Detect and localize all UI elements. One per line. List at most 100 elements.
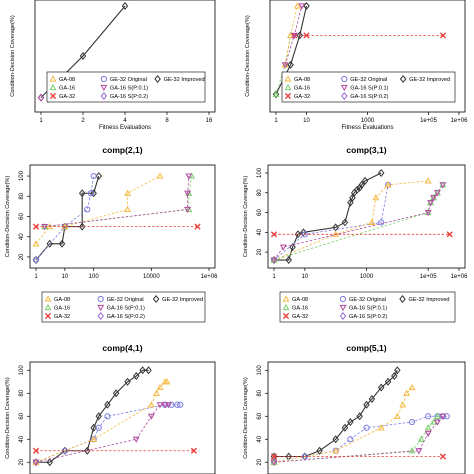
data-point-ge-32-improved — [133, 372, 140, 381]
data-point-ga-16-s-p-0-1 — [165, 402, 173, 409]
legend-label-ga-16-s-p-0-1: GA-16 S(P:0.1) — [349, 306, 387, 312]
data-point-ga-08 — [156, 172, 164, 179]
data-point-ga-08 — [90, 435, 98, 442]
y-tick-label: 20 — [257, 458, 263, 465]
chart-panel-3: comp(2,1) Condition-Decision Coverage(%) 2… — [5, 145, 219, 323]
legend-marker-ga-16 — [49, 83, 57, 91]
legend-label-ga-16-s-p-0-2: GA-16 S(P:0.2) — [349, 314, 387, 320]
chart-panel-6: comp(5,1) Condition-Decision Coverage(%) 2… — [243, 343, 466, 474]
y-tick-label: 80 — [19, 192, 25, 199]
data-point-ge-32-improved — [32, 255, 40, 264]
data-point-ga-08 — [332, 447, 340, 454]
data-point-ga-08 — [377, 424, 385, 431]
x-tick-label: 1 — [39, 118, 43, 124]
legend-marker-ge-32-improved — [154, 75, 161, 83]
legend-label-ga-08: GA-08 — [294, 77, 310, 83]
series-line-ga-08 — [284, 5, 298, 65]
data-point-ge-32-original — [168, 401, 175, 408]
legend-label-ge-32-original: GE-32 Original — [110, 77, 147, 83]
legend: GA-08 GA-16 GA-32 GE-32 Original GA-16 S(P:0… — [279, 291, 456, 323]
legend-label-ga-08: GA-08 — [292, 297, 308, 303]
data-point-ge-32-original — [408, 418, 416, 426]
y-axis-label: Condition-Decision Coverage(%) — [245, 15, 251, 97]
data-point-ga-08 — [124, 205, 132, 213]
x-axis-label: Fitness Evaluations — [99, 125, 151, 131]
data-point-ga-08 — [124, 189, 132, 196]
data-point-ga-16-s-p-0-1 — [37, 93, 45, 102]
data-point-ga-32 — [446, 231, 453, 238]
data-point-ge-32-improved — [121, 2, 129, 10]
data-point-ga-16 — [433, 412, 441, 419]
chart-title: comp(4,1) — [102, 343, 142, 353]
legend-label-ge-32-original: GE-32 Original — [350, 77, 387, 83]
y-axis-label: Condition-Decision Coverage(%) — [243, 377, 249, 459]
x-tick-label: 10 — [303, 118, 310, 124]
y-tick-label: 60 — [257, 412, 263, 419]
series-line-ga-08 — [273, 387, 413, 463]
data-point-ge-32-improved — [347, 198, 354, 207]
data-point-ge-32-improved — [84, 446, 91, 455]
series-line-ge-32-original — [273, 184, 389, 261]
data-point-ge-32-improved — [356, 183, 363, 192]
y-tick-label: 20 — [19, 253, 25, 260]
data-point-ga-08 — [368, 218, 376, 226]
series-layer — [270, 168, 453, 265]
data-point-ga-32 — [270, 231, 278, 238]
x-tick-label: 100 — [89, 274, 100, 280]
chart-panel-4: comp(3,1) Condition-Decision Coverage(%) 2… — [243, 145, 468, 323]
x-tick-label: 10000 — [143, 274, 160, 280]
chart-title: comp(2,1) — [102, 145, 142, 155]
data-point-ge-32-original — [32, 256, 40, 264]
data-point-ga-16 — [417, 435, 425, 442]
data-point-ge-32-improved — [341, 423, 349, 432]
data-point-ge-32-improved — [90, 189, 97, 198]
legend-label-ga-08: GA-08 — [54, 297, 70, 303]
series-line-ga-16 — [273, 416, 438, 463]
data-point-ge-32-improved — [347, 418, 354, 427]
data-point-ge-32-improved — [368, 395, 376, 404]
x-tick-label: 8 — [165, 118, 169, 124]
x-tick-label: 1e+06 — [201, 274, 219, 280]
data-point-ge-32-original — [378, 219, 385, 226]
data-point-ga-16-s-p-0-1 — [439, 182, 447, 189]
legend-marker-ge-32-original — [97, 295, 104, 303]
legend-marker-ga-16-s-p-0-2 — [339, 312, 347, 320]
data-point-ge-32-original — [90, 172, 97, 180]
x-tick-label: 16 — [206, 118, 213, 124]
legend-marker-ga-16-s-p-0-2 — [341, 92, 348, 100]
data-point-ga-16-s-p-0-1 — [424, 209, 432, 217]
data-point-ge-32-improved — [377, 383, 385, 392]
data-point-ge-32-original — [347, 436, 354, 443]
legend-marker-ga-16 — [284, 83, 292, 91]
data-point-ge-32-improved — [394, 366, 401, 375]
y-tick-label: 60 — [19, 412, 25, 419]
x-tick-label: 1 — [274, 118, 278, 124]
data-point-ge-32-improved — [361, 176, 369, 185]
data-point-ga-32 — [439, 453, 446, 460]
x-tick-label: 10 — [301, 274, 308, 280]
data-point-ge-32-improved — [332, 223, 339, 232]
data-point-ge-32-improved — [358, 180, 365, 189]
legend-marker-ga-32 — [49, 92, 57, 100]
legend-box — [279, 291, 456, 323]
series-line-ge-32-original — [35, 175, 95, 261]
legend-label-ga-16: GA-16 — [292, 306, 308, 312]
data-point-ge-32-improved — [341, 218, 349, 227]
data-point-ga-08 — [163, 378, 171, 385]
data-point-ge-32-improved — [79, 52, 87, 60]
data-point-ge-32-improved — [294, 230, 302, 239]
data-point-ga-16-s-p-0-1 — [279, 244, 287, 251]
data-point-ge-32-improved — [104, 400, 111, 409]
series-line-ga-08 — [273, 180, 429, 261]
data-point-ga-16-s-p-0-1 — [427, 200, 435, 207]
data-point-ga-08 — [384, 181, 392, 188]
plot-frame — [29, 361, 216, 474]
legend-marker-ga-32 — [44, 312, 52, 320]
series-layer — [32, 366, 198, 467]
series-line-ge-32-improved — [36, 369, 149, 463]
data-point-ge-32-improved — [112, 389, 120, 398]
data-point-ga-32 — [194, 223, 201, 230]
data-point-ga-16-s-p-0-1 — [156, 402, 164, 409]
series-line-ga-16-s-p-0-1 — [284, 5, 303, 65]
x-tick-label: 1000 — [361, 118, 375, 124]
